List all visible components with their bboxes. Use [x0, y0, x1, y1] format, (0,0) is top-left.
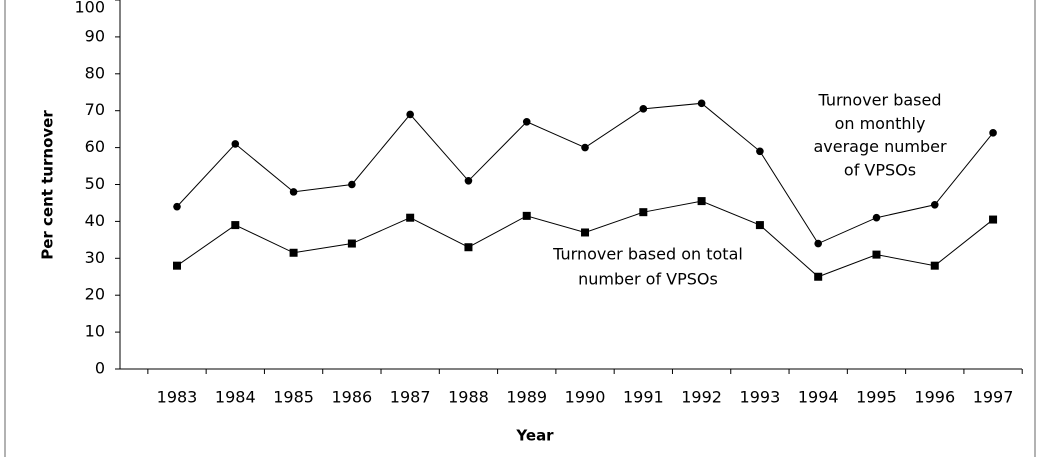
- x-tick-label: 1984: [215, 388, 256, 407]
- marker: [989, 129, 997, 137]
- y-tick-label: 80: [85, 63, 105, 82]
- annotation: Turnover based: [818, 91, 942, 110]
- x-tick-label: 1989: [506, 388, 547, 407]
- annotation: of VPSOs: [844, 160, 916, 179]
- x-tick-label: 1983: [157, 388, 198, 407]
- y-tick-label: 20: [85, 285, 105, 304]
- y-tick-label: 70: [85, 100, 105, 119]
- marker: [406, 213, 415, 222]
- marker: [930, 200, 939, 209]
- y-tick-label: 10: [85, 322, 105, 341]
- annotation: Turnover based on total: [552, 245, 743, 264]
- marker: [231, 221, 240, 230]
- marker: [231, 140, 240, 148]
- marker: [755, 221, 764, 230]
- marker: [348, 180, 356, 189]
- marker: [581, 228, 590, 237]
- marker: [756, 147, 764, 156]
- marker: [814, 272, 823, 281]
- marker: [522, 211, 531, 220]
- x-tick-label: 1993: [740, 388, 781, 407]
- x-tick-label: 1990: [565, 388, 606, 407]
- marker: [173, 261, 181, 270]
- x-tick-label: 1997: [973, 388, 1014, 407]
- marker: [347, 239, 356, 248]
- x-tick-label: 1994: [798, 388, 839, 407]
- marker: [289, 248, 298, 257]
- y-tick-label: 60: [85, 137, 105, 156]
- marker: [639, 208, 648, 217]
- y-tick-label: 40: [85, 211, 105, 230]
- marker: [872, 250, 881, 259]
- y-tick-label: 90: [85, 26, 105, 45]
- marker: [522, 117, 531, 126]
- marker: [814, 239, 822, 248]
- x-tick-label: 1988: [448, 388, 489, 407]
- x-tick-label: 1991: [623, 388, 664, 407]
- annotation: average number: [813, 137, 946, 156]
- marker: [697, 197, 706, 206]
- marker: [639, 105, 648, 113]
- x-axis-label: Year: [515, 427, 554, 445]
- x-tick-label: 1992: [681, 388, 722, 407]
- series-line: [176, 200, 994, 278]
- marker: [406, 110, 414, 119]
- marker: [464, 243, 473, 252]
- marker: [872, 213, 881, 222]
- y-tick-label: 0: [95, 359, 105, 378]
- marker: [930, 261, 939, 270]
- marker: [581, 143, 589, 152]
- marker: [289, 188, 298, 196]
- x-tick-label: 1985: [273, 388, 314, 407]
- y-tick-label: 50: [85, 174, 105, 193]
- marker: [173, 202, 181, 211]
- y-tick-label: 30: [85, 248, 105, 267]
- x-tick-label: 1986: [332, 388, 373, 407]
- annotation: on monthly: [835, 114, 926, 133]
- annotation: number of VPSOs: [578, 270, 718, 289]
- y-tick-label: 100: [74, 0, 105, 17]
- x-tick-label: 1987: [390, 388, 431, 407]
- x-tick-label: 1996: [914, 388, 955, 407]
- y-axis-label: Per cent turnover: [39, 110, 57, 260]
- x-tick-label: 1995: [856, 388, 897, 407]
- marker: [697, 99, 706, 108]
- marker: [464, 177, 473, 185]
- marker: [989, 215, 998, 224]
